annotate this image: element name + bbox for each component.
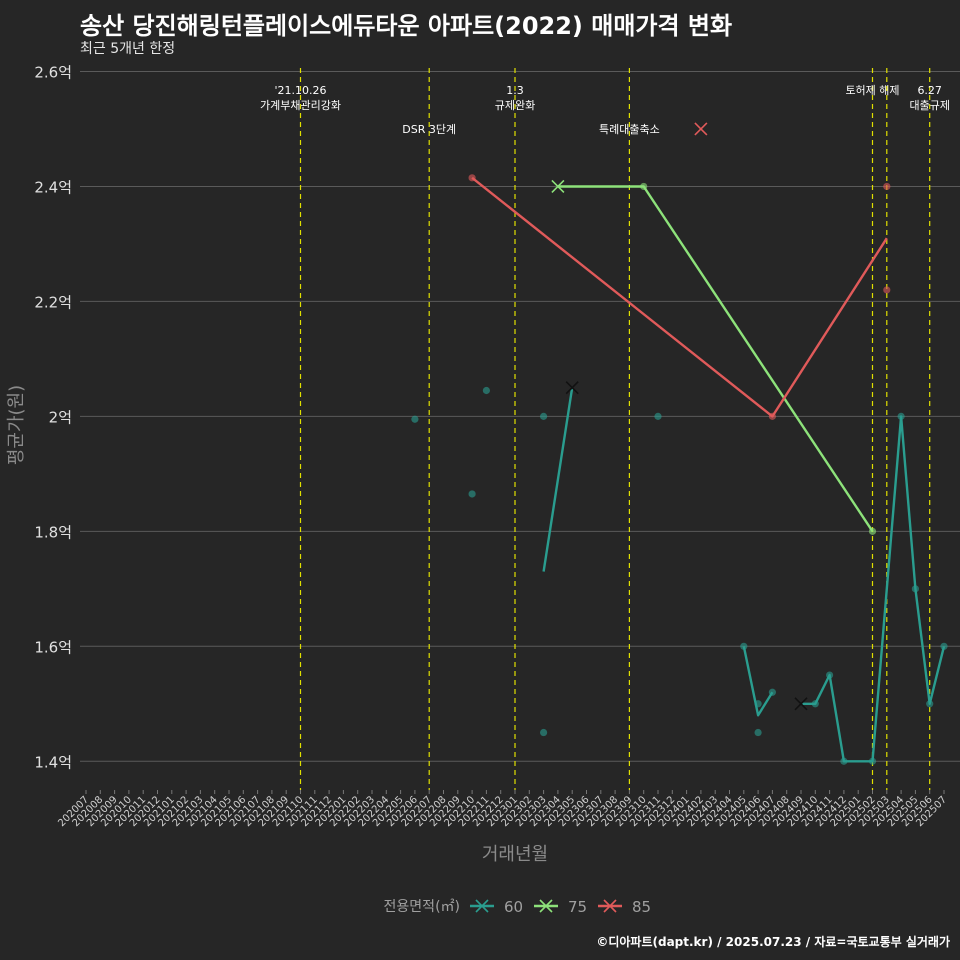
legend: 전용면적(㎡) 60 75 85 [384,898,652,916]
legend-swatch-cross [603,899,617,913]
series-85-point [883,182,891,191]
legend-swatch-cross [539,899,553,913]
chart-subtitle: 최근 5개년 한정 [80,41,176,57]
series-60-point [754,700,762,708]
event-label: DSR 3단계 [402,123,456,136]
legend-item-75: 75 [568,898,587,916]
series-60-point [540,728,548,737]
series-60-point [811,700,819,708]
series-60-point [740,642,748,650]
series-60-point [482,386,490,395]
axes-layer: 1.4억1.6억1.8억2억2.2억2.4억2.6억20200720200820… [6,63,949,865]
event-label: 1.3 규제완화 [495,84,535,112]
series-75-cross [551,179,565,194]
series-85-cross [694,122,708,136]
event-label: 6.27 대출규제 [909,84,949,112]
series-85-point [768,412,777,420]
series-60-point [911,585,920,593]
series-60-cross [794,697,808,711]
series-60-point [768,688,777,696]
series-layer [411,122,948,765]
series-60-point [897,412,905,420]
legend-item-60: 60 [504,898,523,916]
event-label: 특례대출축소 [599,123,660,136]
legend-item-85: 85 [632,898,651,916]
y-tick-label: 2.6억 [34,63,72,81]
series-60-line [542,387,574,572]
series-60-point [926,700,934,708]
series-60-point [940,642,948,650]
event-label: 토허제 해제 [845,83,899,97]
series-60-point [754,728,762,737]
series-60-point [826,671,834,679]
y-tick-label: 2.2억 [34,293,72,311]
series-85-point [883,286,891,294]
series-60-point [868,757,877,765]
series-60-cross [565,381,579,395]
series-60-point [540,412,548,420]
y-tick-label: 1.8억 [34,523,72,541]
event-label: '21.10.26 가계부채관리강화 [260,84,341,112]
series-75-point [868,527,877,535]
legend-title: 전용면적(㎡) [384,899,460,915]
series-75-line [557,185,874,532]
series-85-point [468,174,476,182]
series-85-line [471,176,888,418]
series-60-point [468,490,476,498]
y-tick-label: 2.4억 [34,178,72,196]
series-60-point [840,757,848,765]
footer-credit: ©디아파트(dapt.kr) / 2025.07.23 / 자료=국토교통부 실… [596,935,950,949]
chart-title: 송산 당진해링턴플레이스에듀타운 아파트(2022) 매매가격 변화 [80,12,733,40]
legend-swatch-cross [475,899,489,913]
grid-layer [80,70,960,762]
series-60-line [742,646,774,717]
x-axis-title: 거래년월 [482,844,548,865]
series-75-point [640,182,648,191]
y-axis-title: 평균가(원) [6,385,27,465]
y-tick-label: 2억 [49,408,72,426]
y-tick-label: 1.4억 [34,753,72,771]
series-60-point [654,412,662,420]
series-60-point [411,415,419,423]
y-tick-label: 1.6억 [34,638,72,656]
